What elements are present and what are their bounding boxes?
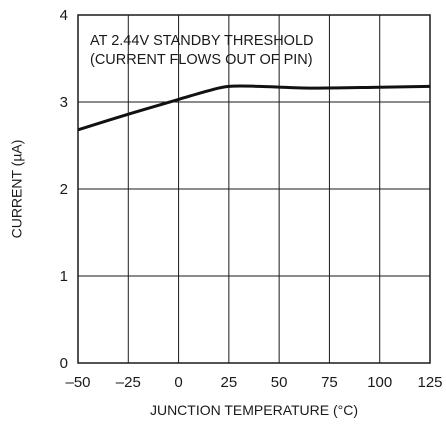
x-tick-label: 25: [221, 374, 238, 391]
x-tick-label: 125: [417, 374, 442, 391]
y-tick-label: 3: [60, 94, 68, 111]
x-axis-label: JUNCTION TEMPERATURE (°C): [150, 402, 358, 418]
x-tick-label: 100: [367, 374, 392, 391]
series-line: [77, 84, 431, 132]
annotation-line-1: AT 2.44V STANDBY THRESHOLD: [90, 33, 313, 49]
x-tick-label: 0: [174, 374, 182, 391]
annotation: AT 2.44V STANDBY THRESHOLD (CURRENT FLOW…: [90, 33, 313, 68]
y-tick-labels: 0 1 2 3 4: [60, 7, 68, 372]
plot-frame: [77, 14, 431, 364]
x-tick-label: 50: [271, 374, 288, 391]
annotation-line-2: (CURRENT FLOWS OUT OF PIN): [90, 52, 313, 68]
y-tick-label: 0: [60, 355, 68, 372]
x-tick-labels: –50 –25 0 25 50 75 100 125: [65, 374, 442, 391]
x-tick-label: –50: [65, 374, 90, 391]
y-axis-label: CURRENT (µA): [9, 140, 25, 239]
x-tick-label: –25: [116, 374, 141, 391]
x-tick-label: 75: [321, 374, 338, 391]
y-tick-label: 1: [60, 268, 68, 285]
series-layer: [77, 84, 431, 132]
grid: [78, 15, 430, 363]
y-tick-label: 2: [60, 181, 68, 198]
y-tick-label: 4: [60, 7, 68, 24]
